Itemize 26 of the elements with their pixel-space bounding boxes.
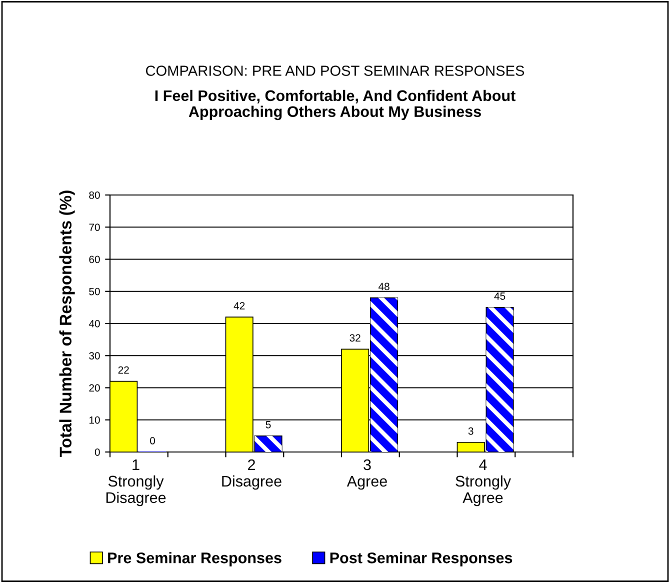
data-label: 48 bbox=[378, 282, 390, 290]
x-tick-label: 4 Strongly Agree bbox=[456, 460, 511, 506]
legend-label: Post Seminar Responses bbox=[330, 552, 512, 566]
y-axis-title: Total Number of Respondents (%) bbox=[59, 190, 75, 457]
data-label: 32 bbox=[350, 334, 360, 342]
data-label: 3 bbox=[468, 427, 474, 435]
y-tick-label: 80 bbox=[89, 192, 100, 199]
y-tick-label: 40 bbox=[88, 320, 100, 328]
x-tick-label: 1 Strongly Disagree bbox=[106, 460, 166, 506]
x-tick-label: 3 Agree bbox=[346, 459, 387, 490]
data-label: 45 bbox=[494, 292, 506, 300]
data-label: 22 bbox=[118, 366, 129, 374]
data-label: 5 bbox=[266, 421, 271, 428]
data-label: 42 bbox=[234, 302, 245, 310]
y-tick-label: 60 bbox=[89, 256, 100, 264]
y-tick-label: 10 bbox=[89, 416, 100, 424]
chart-title: COMPARISON: PRE AND POST SEMINAR RESPONSES bbox=[146, 66, 524, 76]
legend-label: Pre Seminar Responses bbox=[108, 552, 282, 566]
data-label: 0 bbox=[150, 437, 156, 444]
x-tick-label: 2 Disagree bbox=[222, 459, 282, 490]
y-tick-label: 30 bbox=[89, 352, 100, 360]
y-tick-label: 20 bbox=[89, 384, 100, 392]
y-tick-label: 50 bbox=[89, 288, 100, 296]
chart-subtitle: I Feel Positive, Comfortable, And Confident About Approaching Others About My Business bbox=[155, 90, 516, 120]
y-tick-label: 0 bbox=[94, 448, 100, 456]
y-tick-label: 70 bbox=[89, 224, 100, 231]
